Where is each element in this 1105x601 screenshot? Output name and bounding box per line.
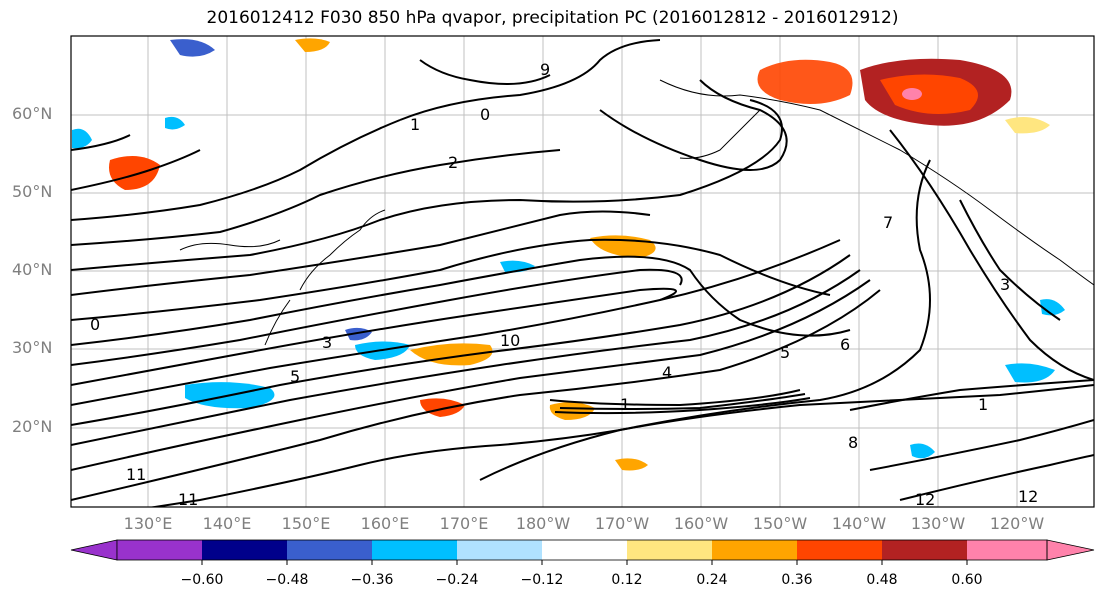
- contour-label-group: 3 2 1 0 5 5 7 1 3 8 11 11 12 12 10 4 1 6…: [90, 60, 1038, 509]
- contour-label: 1: [620, 395, 630, 414]
- lon-label: 140°E: [202, 514, 252, 533]
- contour-label: 0: [90, 315, 100, 334]
- colorbar-segment: [372, 540, 457, 560]
- colorbar-segment: [287, 540, 372, 560]
- colorbar-tick-label: −0.48: [265, 572, 309, 588]
- contour-label: 2: [448, 153, 458, 172]
- colorbar-segment: [542, 540, 627, 560]
- lon-label: 150°E: [281, 514, 331, 533]
- colorbar-tick-label: 0.48: [866, 572, 898, 588]
- contour-label: 3: [322, 333, 332, 352]
- colorbar-segment: [1046, 539, 1095, 561]
- lon-label: 170°E: [439, 514, 489, 533]
- lon-label: 180°W: [515, 514, 571, 533]
- colorbar-tick-label: −0.24: [435, 572, 479, 588]
- colorbar-tick-label: −0.60: [180, 572, 224, 588]
- colorbar-segment: [627, 540, 712, 560]
- colorbar-segment: [117, 540, 202, 560]
- contour-label: 5: [290, 367, 300, 386]
- contour-label: 7: [883, 213, 893, 232]
- lon-label: 140°W: [831, 514, 887, 533]
- contour-label: 12: [1018, 487, 1038, 506]
- map-plot-area: 3 2 1 0 5 5 7 1 3 8 11 11 12 12 10 4 1 6…: [71, 36, 1094, 509]
- contour-label: 5: [780, 343, 790, 362]
- lon-label: 160°E: [360, 514, 410, 533]
- lat-label: 40°N: [12, 260, 53, 279]
- colorbar: [70, 539, 1095, 565]
- colorbar-segment: [202, 540, 287, 560]
- coastlines: [179, 79, 1094, 346]
- contour-label: 3: [1000, 275, 1010, 294]
- colorbar-tick-label: −0.12: [520, 572, 564, 588]
- lat-label: 20°N: [12, 417, 53, 436]
- colorbar-tick-label: 0.60: [951, 572, 983, 588]
- precip-shading: [72, 38, 1065, 471]
- lon-label: 170°W: [594, 514, 650, 533]
- lon-label: 130°W: [910, 514, 966, 533]
- colorbar-segment: [712, 540, 797, 560]
- contour-label: 11: [178, 490, 198, 509]
- contour-label: 1: [410, 115, 420, 134]
- colorbar-tick-label: 0.36: [781, 572, 813, 588]
- contour-label: 0: [480, 105, 490, 124]
- contour-label: 10: [500, 331, 520, 350]
- colorbar-tick-label: 0.12: [611, 572, 643, 588]
- contour-label: 6: [840, 335, 850, 354]
- contour-label: 1: [978, 395, 988, 414]
- lon-label: 130°E: [123, 514, 173, 533]
- colorbar-tick-label: −0.36: [350, 572, 394, 588]
- colorbar-segment: [967, 540, 1047, 560]
- contour-label: 12: [915, 490, 935, 509]
- qvapor-contours: [71, 39, 1094, 507]
- colorbar-segment: [797, 540, 882, 560]
- lat-label: 30°N: [12, 338, 53, 357]
- colorbar-segment: [70, 539, 118, 561]
- lon-label: 150°W: [752, 514, 808, 533]
- contour-label: 11: [126, 465, 146, 484]
- lat-label: 60°N: [12, 104, 53, 123]
- contour-label: 4: [662, 363, 672, 382]
- contour-label: 9: [540, 60, 550, 79]
- map-frame: [70, 35, 1095, 508]
- colorbar-tick-label: 0.24: [696, 572, 728, 588]
- map-title: 2016012412 F030 850 hPa qvapor, precipit…: [206, 8, 899, 28]
- lon-label: 120°W: [989, 514, 1045, 533]
- colorbar-segment: [882, 540, 967, 560]
- contour-label: 8: [848, 433, 858, 452]
- lat-label: 50°N: [12, 182, 53, 201]
- colorbar-segment: [457, 540, 542, 560]
- lon-label: 160°W: [673, 514, 729, 533]
